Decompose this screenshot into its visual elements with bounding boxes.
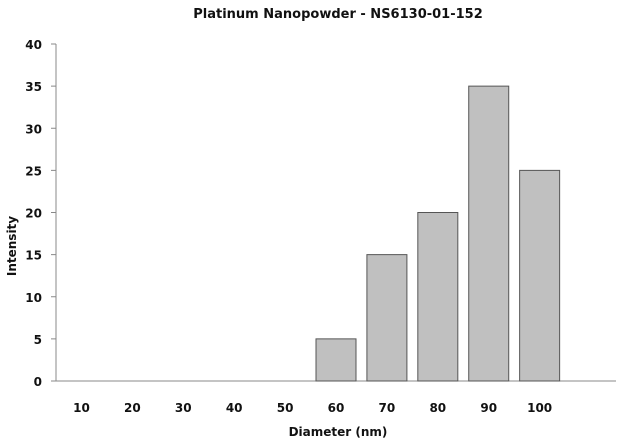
x-tick-label: 20 [124, 401, 141, 415]
y-tick-label: 10 [25, 291, 42, 305]
x-axis-label: Diameter (nm) [289, 425, 388, 439]
x-tick-label: 80 [429, 401, 446, 415]
x-tick-label: 30 [175, 401, 192, 415]
x-tick-label: 10 [73, 401, 90, 415]
bar-80 [417, 212, 459, 382]
x-tick-label: 40 [226, 401, 243, 415]
bar-60 [315, 338, 357, 382]
bar-70 [366, 254, 408, 382]
x-tick-label: 90 [480, 401, 497, 415]
x-tick-label: 50 [277, 401, 294, 415]
x-tick-label: 60 [328, 401, 345, 415]
y-tick-label: 40 [25, 38, 42, 52]
y-tick-label: 30 [25, 122, 42, 136]
x-tick-label: 70 [379, 401, 396, 415]
y-axis-label: Intensity [5, 216, 19, 276]
bar-90 [468, 85, 510, 382]
bar-100 [519, 169, 561, 382]
y-tick-label: 35 [25, 80, 42, 94]
chart-title: Platinum Nanopowder - NS6130-01-152 [193, 7, 483, 22]
x-tick-label: 100 [527, 401, 552, 415]
y-tick-label: 5 [34, 333, 42, 347]
y-tick-label: 20 [25, 207, 42, 221]
y-tick-label: 25 [25, 164, 42, 178]
y-tick-label: 15 [25, 249, 42, 263]
y-tick-label: 0 [34, 375, 42, 389]
